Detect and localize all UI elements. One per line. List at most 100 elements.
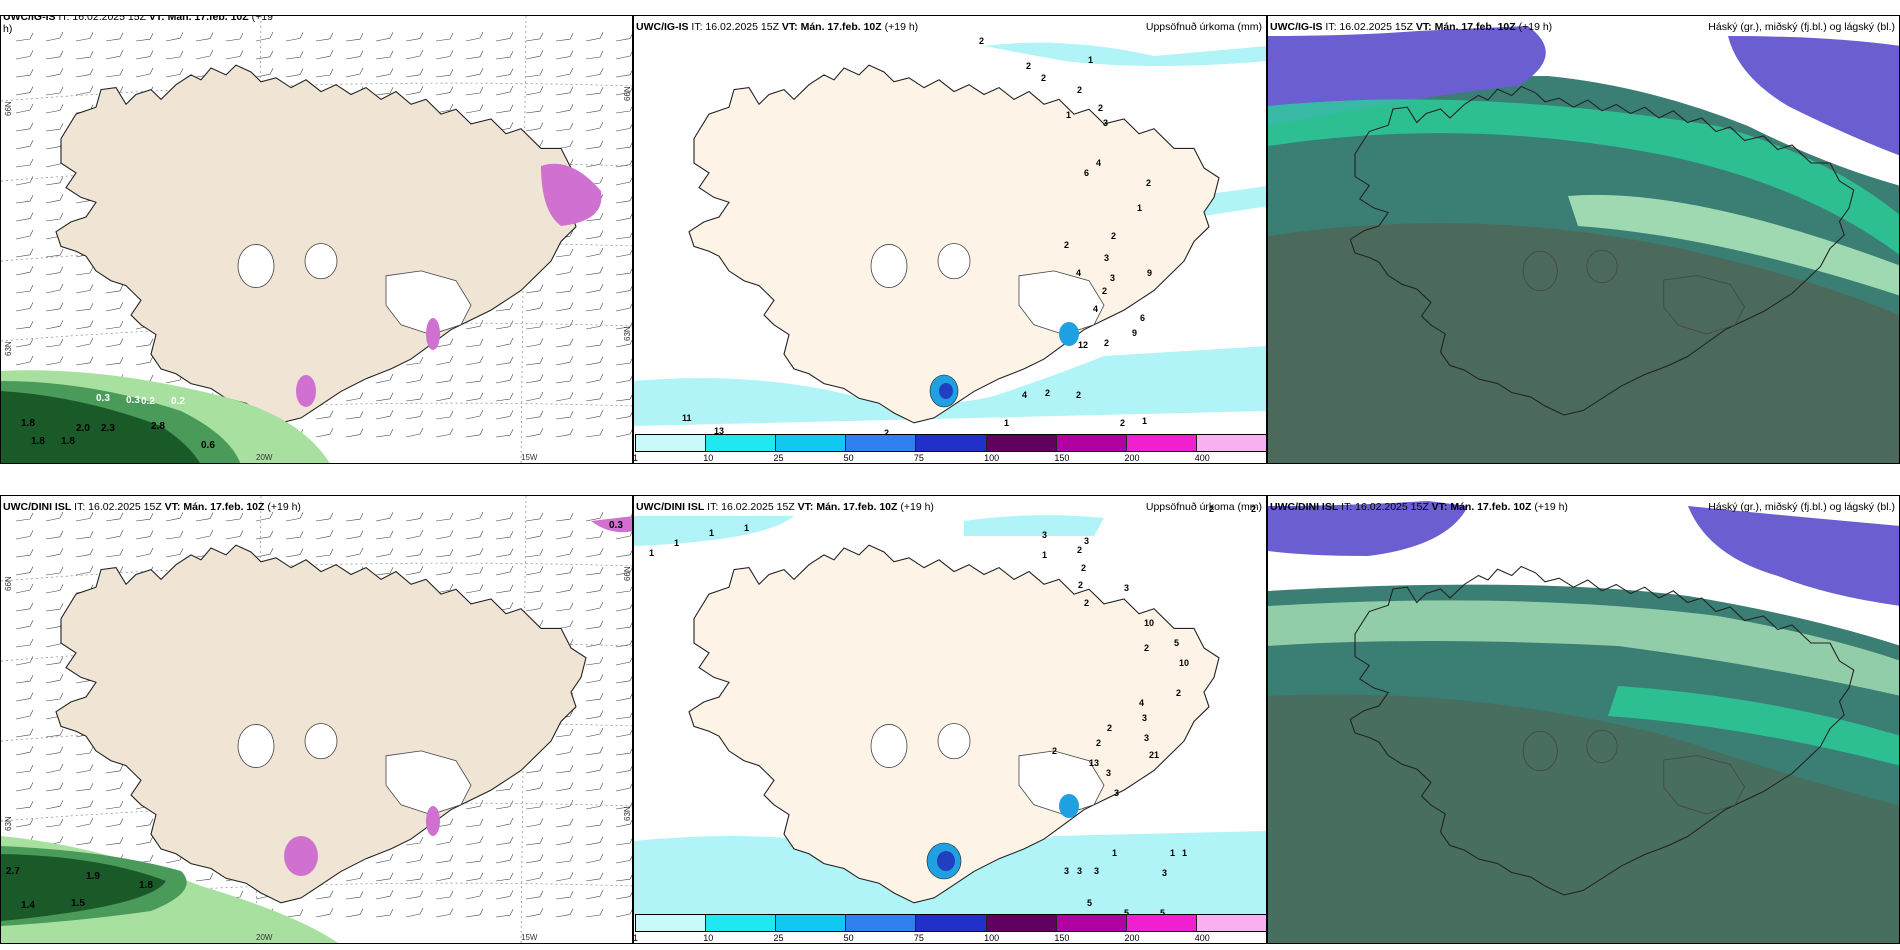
wind-barb [15, 50, 34, 60]
wind-barb [105, 32, 124, 42]
map-value: 10 [1144, 618, 1154, 628]
cloud-layer-mid [1268, 600, 1899, 696]
panel-title: UWC/DINI ISL IT: 16.02.2025 15Z VT: Mán.… [3, 501, 301, 513]
panel-title: UWC/IG-IS IT: 16.02.2025 15Z VT: Mán. 17… [636, 21, 919, 33]
map-value: 2.7 [6, 866, 20, 877]
wind-barb [555, 356, 574, 366]
wind-barb [525, 818, 544, 828]
wind-barb [375, 872, 394, 882]
wind-barb [495, 85, 514, 96]
wind-barb [465, 889, 484, 900]
wind-barb [315, 68, 334, 78]
wind-barb [315, 890, 334, 900]
map-value: 2 [1104, 338, 1109, 348]
wind-barb [555, 836, 574, 846]
wind-barb [465, 584, 484, 594]
wind-barb [15, 801, 34, 810]
glacier [1018, 270, 1105, 336]
map-value: 1 [1066, 110, 1071, 120]
wind-barb [435, 103, 454, 114]
wind-barb [405, 393, 424, 402]
map-value: 3 [1124, 583, 1129, 593]
wind-barb [615, 657, 632, 666]
cloud-layer-mid [1608, 686, 1899, 766]
colorbar-tick: 10 [703, 453, 714, 463]
precip-dark [1, 854, 166, 921]
wind-barb [495, 68, 514, 78]
wind-barb [555, 33, 574, 42]
wind-barb [585, 620, 604, 630]
wind-barb [525, 122, 544, 132]
wind-barb [525, 410, 544, 420]
wind-barb [15, 692, 34, 702]
wind-barb [75, 51, 94, 60]
wind-barb [525, 284, 544, 294]
wind-barb [165, 512, 184, 522]
map-value: 0.3 [96, 393, 110, 404]
wind-barb [75, 548, 94, 558]
wind-barb [465, 511, 484, 522]
map-value: 11 [682, 413, 692, 423]
wind-barb [15, 338, 34, 348]
wind-barb [495, 565, 514, 576]
wind-barb [405, 873, 424, 882]
map-value: 2.8 [151, 421, 165, 432]
wind-barb [465, 409, 484, 420]
map-value: 2 [1076, 390, 1081, 400]
iceland-landmass [688, 64, 1220, 424]
map-value: 1.9 [86, 871, 100, 882]
wind-barb [75, 337, 94, 348]
map-value: 2 [1026, 61, 1031, 71]
cloud-layer-low-dark [1268, 223, 1899, 463]
wind-barb [615, 177, 632, 186]
map-value: 2 [1144, 643, 1149, 653]
map-value: 6 [1084, 168, 1089, 178]
wind-barb [135, 356, 154, 366]
wind-barb [15, 176, 34, 186]
wind-barb [405, 548, 424, 558]
map-value: 1 [674, 538, 679, 548]
map-value: 3 [1042, 530, 1047, 540]
wind-barb [135, 547, 154, 558]
wind-barb [615, 285, 632, 294]
wind-barb [615, 358, 632, 366]
wind-barb [585, 638, 604, 648]
glacier [1018, 750, 1105, 816]
wind-barb [495, 356, 514, 366]
precip-spot [426, 318, 440, 350]
map-value: 9 [1132, 328, 1137, 338]
wind-barb [555, 602, 574, 612]
wind-barb [465, 104, 484, 114]
wind-barb [585, 158, 604, 168]
wind-barb [465, 908, 484, 918]
wind-barb [615, 303, 632, 312]
wind-barb [525, 602, 544, 612]
wind-barb [525, 50, 544, 60]
wind-barb [105, 302, 124, 312]
map-value: 21 [1149, 750, 1159, 760]
wind-barb [195, 49, 214, 60]
panel-title: UWC/DINI ISL IT: 16.02.2025 15Z VT: Mán.… [1270, 501, 1568, 513]
wind-barb [435, 890, 454, 900]
wind-barb [495, 303, 514, 312]
wind-barb [525, 68, 544, 78]
wind-barb [45, 511, 64, 522]
wind-barb [135, 530, 154, 540]
wind-barb [15, 248, 34, 258]
wind-barb [435, 908, 454, 918]
wind-barb [615, 712, 632, 720]
wind-barb [585, 87, 604, 96]
wind-barb [435, 872, 454, 882]
map-panel-clouds-top: UWC/IG-IS IT: 16.02.2025 15Z VT: Mán. 17… [1267, 15, 1900, 464]
glacier [937, 243, 971, 280]
map-value: 2 [1111, 231, 1116, 241]
wind-barb [285, 51, 304, 60]
wind-barb [195, 529, 214, 540]
wind-barb [105, 512, 124, 522]
wind-barb [615, 531, 632, 540]
wind-barb [105, 357, 124, 366]
map-value: 3 [1106, 768, 1111, 778]
wind-barb [45, 266, 64, 276]
wind-barb [435, 69, 454, 78]
